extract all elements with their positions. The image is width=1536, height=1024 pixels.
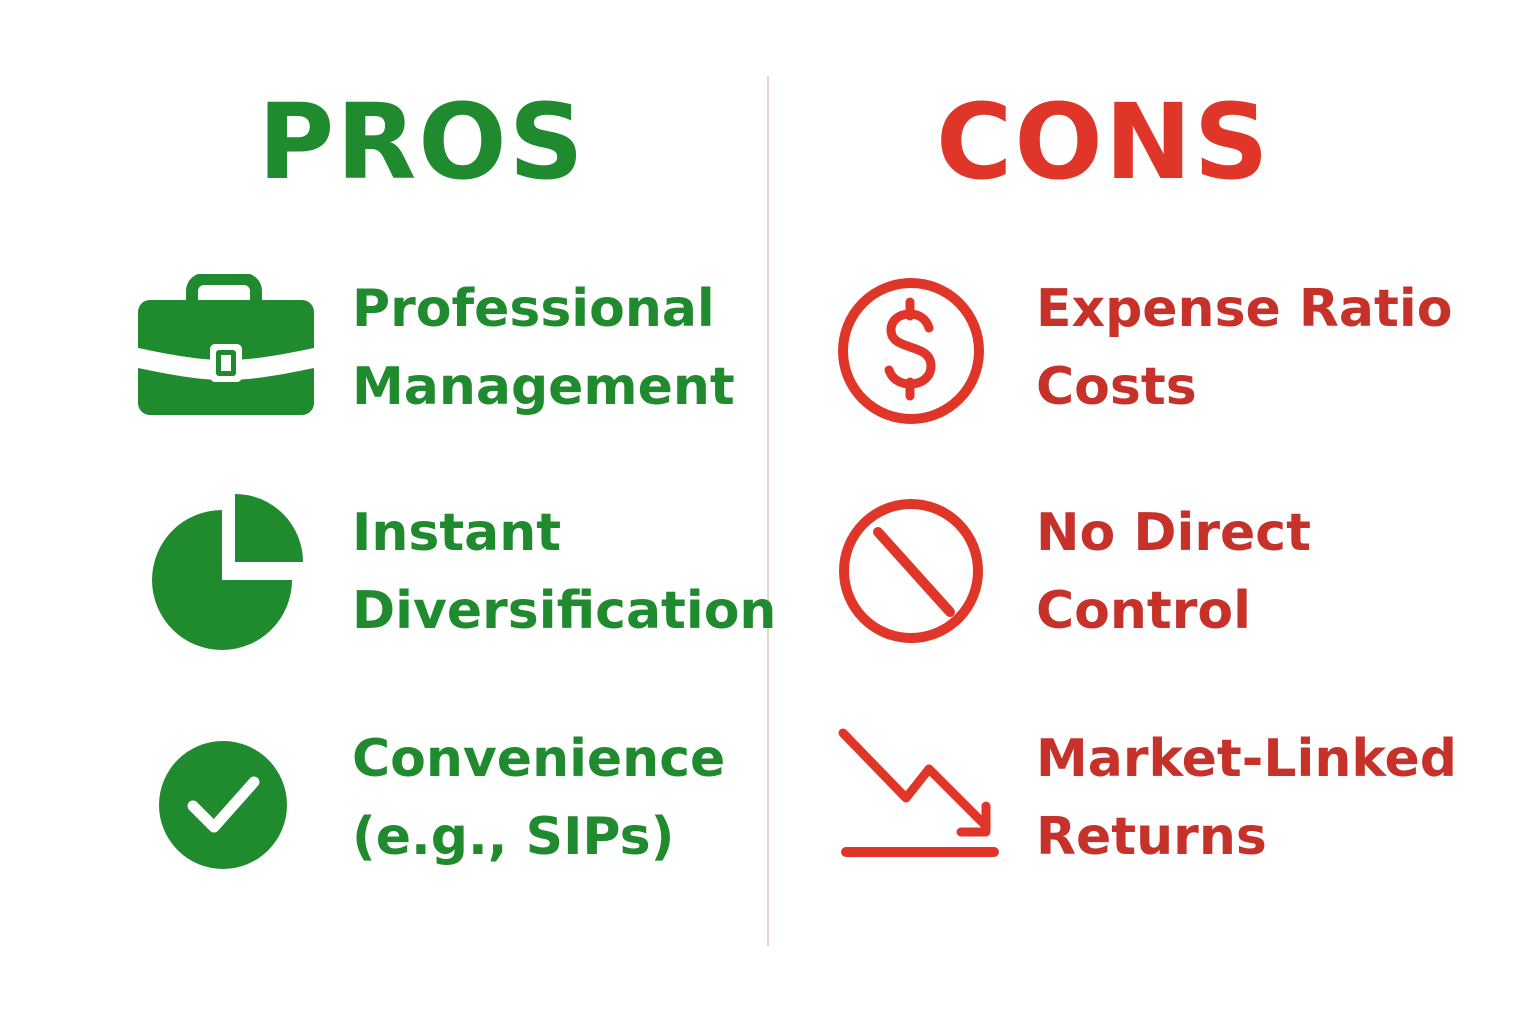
pro-item-professional-management: Professional Management [352,270,735,426]
con-item-line2: Control [1036,581,1251,641]
briefcase-icon [136,274,316,419]
pro-item-line2: (e.g., SIPs) [352,807,675,867]
pro-item-line1: Convenience [352,729,726,789]
pros-heading: PROS [258,81,586,203]
pro-item-line2: Management [352,357,735,417]
pro-item-line2: Diversification [352,581,777,641]
pie-chart-icon [146,492,306,652]
pro-item-instant-diversification: Instant Diversification [352,494,776,650]
con-item-market-linked-returns: Market-Linked Returns [1036,720,1457,876]
con-item-line1: Expense Ratio [1036,279,1453,339]
check-circle-icon [158,740,290,872]
con-item-no-direct-control: No Direct Control [1036,494,1311,650]
pro-item-line1: Professional [352,279,715,339]
dollar-circle-icon [834,276,990,428]
pro-item-convenience: Convenience (e.g., SIPs) [352,720,725,876]
con-item-line1: No Direct [1036,503,1311,563]
con-item-line1: Market-Linked [1036,729,1458,789]
column-divider [767,76,769,946]
con-item-expense-ratio: Expense Ratio Costs [1036,270,1452,426]
cons-heading: CONS [936,81,1271,203]
downtrend-arrow-icon [836,726,1002,866]
con-item-line2: Costs [1036,357,1197,417]
con-item-line2: Returns [1036,807,1267,867]
prohibited-icon [836,496,988,648]
pro-item-line1: Instant [352,503,562,563]
